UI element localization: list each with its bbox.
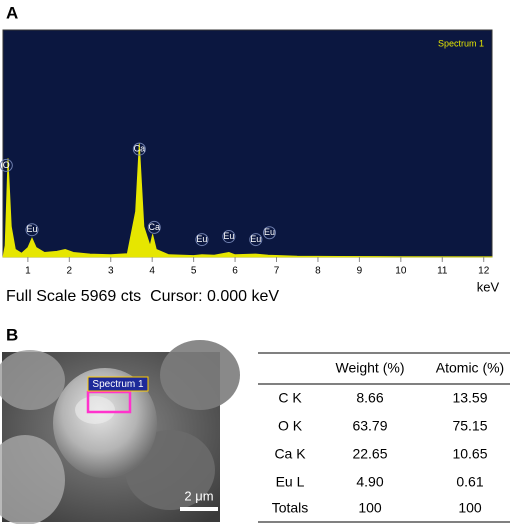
x-tick-label: 1 (25, 266, 31, 277)
table-cell: 8.66 (356, 390, 383, 406)
x-tick-label: 3 (108, 266, 114, 277)
peak-label: Eu (223, 231, 234, 241)
peak-label: Eu (196, 234, 207, 244)
x-tick-label: 9 (357, 266, 363, 277)
peak-label: Ca (134, 143, 146, 153)
x-tick-label: 6 (232, 266, 238, 277)
table-cell: Totals (272, 500, 309, 516)
x-tick-label: 7 (274, 266, 280, 277)
spectrum-area (2, 142, 493, 258)
table-cell: 100 (358, 500, 382, 516)
peak-marker (147, 220, 161, 234)
x-tick-label: 5 (191, 266, 197, 277)
table-cell: 100 (458, 500, 482, 516)
x-tick-label: 10 (395, 266, 407, 277)
table-cell: 63.79 (352, 418, 387, 434)
table-cell: 0.61 (456, 474, 483, 490)
panel-label: A (6, 3, 18, 22)
peak-label: Eu (250, 234, 261, 244)
status-text: Full Scale 5969 cts Cursor: 0.000 keV (6, 288, 279, 305)
peak-marker (249, 233, 263, 247)
table-cell: 22.65 (352, 446, 387, 462)
peak-marker (0, 158, 13, 172)
table-cell: 13.59 (452, 390, 487, 406)
peak-label: O (3, 160, 10, 170)
legend-entry: Spectrum 1 (438, 38, 484, 48)
panel-label: B (6, 325, 18, 344)
peak-marker (262, 226, 276, 240)
x-axis-label: keV (477, 279, 500, 294)
peak-marker (222, 230, 236, 244)
table-cell: O K (278, 418, 303, 434)
x-tick-label: 12 (478, 266, 490, 277)
x-tick-label: 2 (67, 266, 73, 277)
plot-area (2, 29, 493, 258)
spectrum-label: Spectrum 1 (92, 379, 144, 390)
x-tick-label: 8 (315, 266, 321, 277)
table-cell: Ca K (274, 446, 306, 462)
x-tick-label: 11 (437, 266, 448, 277)
peak-marker (132, 142, 146, 156)
peak-label: Eu (27, 224, 38, 234)
scale-bar-label: 2 μm (184, 488, 213, 503)
table-cell: 4.90 (356, 474, 383, 490)
table-cell: 10.65 (452, 446, 487, 462)
peak-label: Ca (149, 222, 161, 232)
table-header: Weight (%) (336, 360, 405, 376)
table: Weight (%) Atomic (%) C K 8.66 13.59 O K 63.79… (258, 352, 510, 523)
x-tick-label: 4 (149, 266, 155, 277)
table-cell: Eu L (276, 474, 305, 490)
table-cell: 75.15 (452, 418, 487, 434)
peak-marker (195, 233, 209, 247)
sem-image: Spectrum 1 2 μm (0, 340, 240, 524)
peak-label: Eu (264, 227, 275, 237)
table-cell: C K (278, 390, 302, 406)
table-header: Atomic (%) (436, 360, 504, 376)
peak-marker (25, 223, 39, 237)
